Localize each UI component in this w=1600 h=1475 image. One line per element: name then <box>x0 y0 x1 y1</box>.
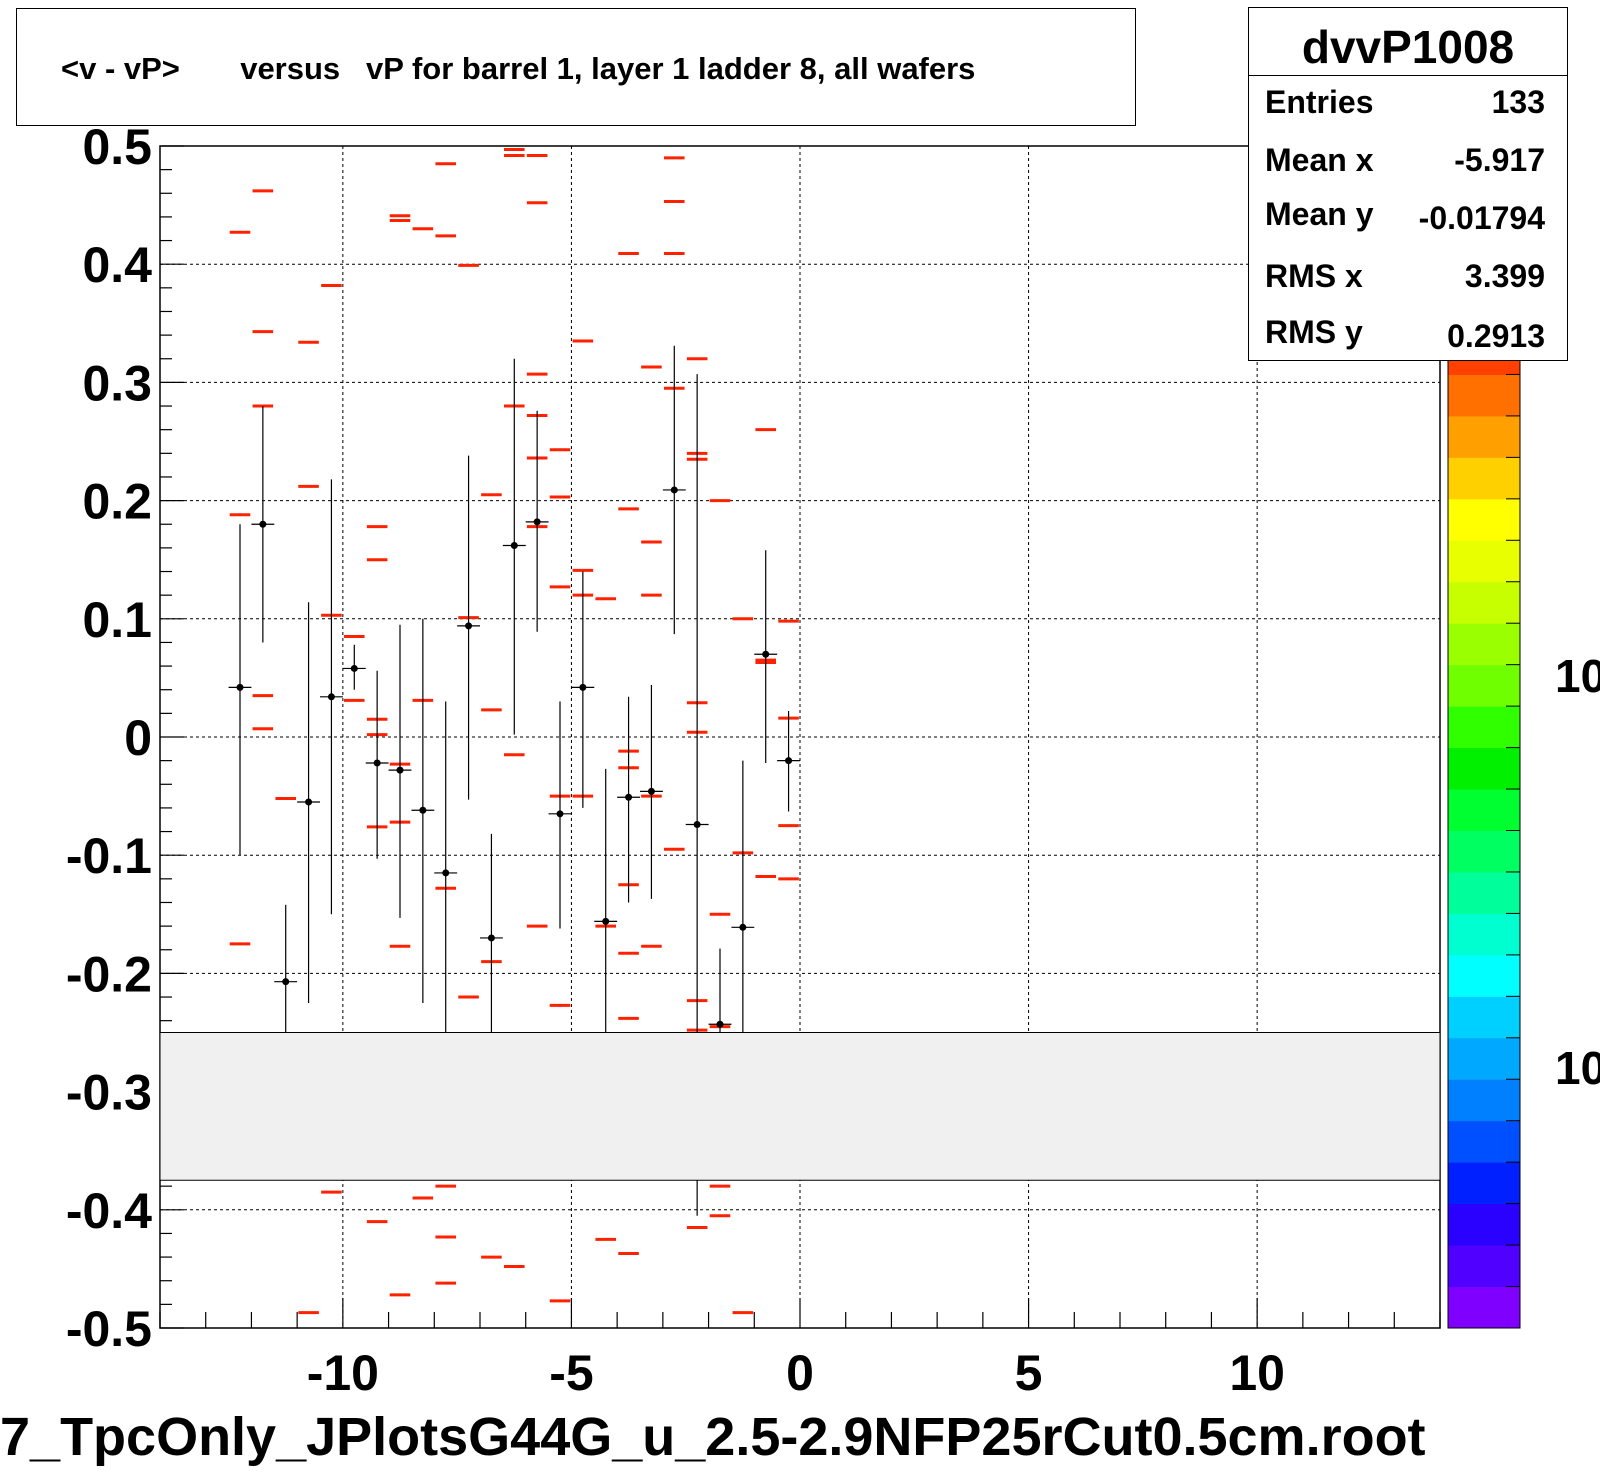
data-point <box>556 810 564 818</box>
palette-band <box>1448 1286 1520 1329</box>
stats-separator <box>1249 75 1567 76</box>
palette-band <box>1448 1120 1520 1163</box>
y-tick-label: 0.4 <box>82 237 152 293</box>
data-point <box>670 486 678 494</box>
stats-box: dvvP1008 Entries 133 Mean x -5.917 Mean … <box>1248 7 1568 361</box>
color-palette <box>1447 332 1521 1329</box>
y-tick-label: 0 <box>124 710 152 766</box>
data-point <box>579 683 587 691</box>
data-points <box>228 345 800 1216</box>
data-point <box>716 1020 724 1028</box>
palette-band <box>1448 581 1520 624</box>
data-point <box>487 934 495 942</box>
palette-band <box>1448 498 1520 541</box>
data-point <box>533 518 541 526</box>
palette-band <box>1448 789 1520 831</box>
palette-band <box>1448 1245 1520 1288</box>
palette-band <box>1448 830 1520 873</box>
masked-region <box>159 1032 1441 1181</box>
palette-band <box>1448 1162 1520 1205</box>
palette-band <box>1448 1203 1520 1246</box>
palette-label-lower: 10 <box>1555 1042 1600 1094</box>
data-point <box>327 693 335 701</box>
data-point <box>647 787 655 795</box>
data-point <box>510 542 518 550</box>
palette-band <box>1448 415 1520 458</box>
stat-label-entries: Entries <box>1265 84 1374 120</box>
y-tick-label: -0.4 <box>66 1183 152 1239</box>
data-point <box>739 923 747 931</box>
y-tick-label: 0.1 <box>82 592 152 648</box>
stat-value-entries: 133 <box>1491 84 1545 120</box>
palette-band <box>1448 1037 1520 1080</box>
palette-band <box>1448 747 1520 790</box>
x-tick-label: 5 <box>1015 1345 1043 1401</box>
y-tick-label: 0.5 <box>82 119 152 175</box>
axis-tick-labels: 0.5 0.4 0.3 0.2 0.1 0 -0.1 -0.2 -0.3 -0.4 -0.5 -10 -… <box>66 119 1285 1401</box>
stat-label-mean-y: Mean y <box>1265 196 1374 232</box>
palette-band <box>1448 871 1520 914</box>
data-point <box>693 820 701 828</box>
palette-band <box>1448 540 1520 583</box>
data-point <box>282 978 290 986</box>
palette-band <box>1448 1079 1520 1122</box>
y-tick-label: -0.1 <box>66 828 152 884</box>
title-box: <v - vP> versus vP for barrel 1, layer 1… <box>16 8 1136 126</box>
stat-label-mean-x: Mean x <box>1265 142 1374 178</box>
stat-label-rms-x: RMS x <box>1265 258 1363 294</box>
data-point <box>762 650 770 658</box>
data-point <box>305 798 313 806</box>
data-point <box>236 683 244 691</box>
stat-value-rms-x: 3.399 <box>1464 258 1545 294</box>
y-tick-label: 0.2 <box>82 474 152 530</box>
palette-band <box>1448 457 1520 500</box>
y-tick-label: 0.3 <box>82 355 152 411</box>
stat-value-mean-x: -5.917 <box>1454 142 1545 178</box>
x-tick-label: 10 <box>1229 1345 1285 1401</box>
y-tick-label: -0.3 <box>66 1065 152 1121</box>
x-axis-title: 7_TpcOnly_JPlotsG44G_u_2.5-2.9NFP25rCut0… <box>0 1407 1426 1467</box>
palette-label-upper: 10 <box>1555 650 1600 702</box>
palette-band <box>1448 664 1520 707</box>
data-point <box>465 622 473 630</box>
data-point <box>785 757 793 765</box>
palette-band <box>1448 954 1520 997</box>
stat-value-rms-y: 0.2913 <box>1447 318 1545 354</box>
x-tick-label: -10 <box>307 1345 379 1401</box>
data-point <box>396 766 404 774</box>
palette-band <box>1448 913 1520 956</box>
data-point <box>350 664 358 672</box>
plot-title: <v - vP> versus vP for barrel 1, layer 1… <box>61 51 976 86</box>
stat-label-rms-y: RMS y <box>1265 314 1363 350</box>
y-tick-label: -0.2 <box>66 946 152 1002</box>
data-point <box>625 793 633 801</box>
palette-band <box>1448 623 1520 666</box>
x-tick-label: -5 <box>549 1345 593 1401</box>
data-point <box>259 520 267 528</box>
palette-band <box>1448 996 1520 1039</box>
stat-value-mean-y: -0.01794 <box>1418 200 1545 236</box>
x-tick-label: 0 <box>786 1345 814 1401</box>
y-tick-label: -0.5 <box>66 1301 152 1357</box>
palette-band <box>1448 374 1520 417</box>
palette-band <box>1448 706 1520 749</box>
data-point <box>373 759 381 767</box>
data-point <box>419 806 427 814</box>
axis-ticks <box>159 145 1441 1329</box>
data-point <box>602 917 610 925</box>
stats-histogram-name: dvvP1008 <box>1301 21 1515 73</box>
red-bin-markers <box>229 148 799 1315</box>
data-point <box>442 869 450 877</box>
